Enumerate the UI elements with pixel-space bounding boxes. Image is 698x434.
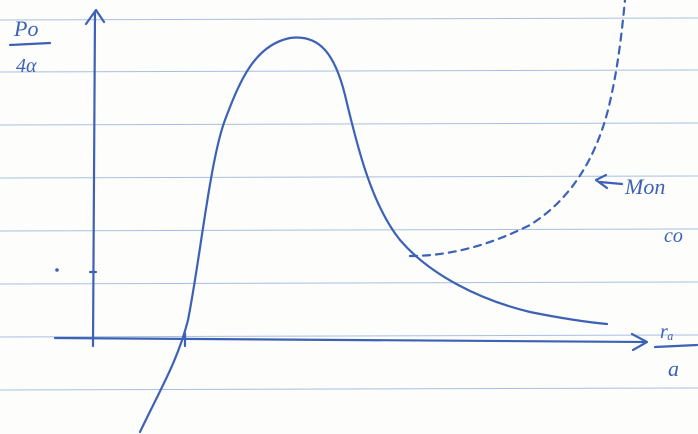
sketch: Po 4α rₐ a Mon co xyxy=(0,0,698,434)
fraction-bar xyxy=(655,345,697,347)
annotation-arrow xyxy=(596,175,622,188)
dot xyxy=(55,268,59,272)
curve xyxy=(140,38,607,432)
y-label-numerator: Po xyxy=(13,16,38,41)
ruled-lines xyxy=(0,18,698,390)
annotation: co xyxy=(664,225,683,247)
x-label-denominator: a xyxy=(668,356,679,381)
dashed-curve xyxy=(410,0,625,256)
x-label-numerator: rₐ xyxy=(660,321,674,343)
fraction-bar xyxy=(10,43,50,45)
y-label-denominator: 4α xyxy=(16,55,37,77)
annotation: Mon xyxy=(624,174,665,199)
